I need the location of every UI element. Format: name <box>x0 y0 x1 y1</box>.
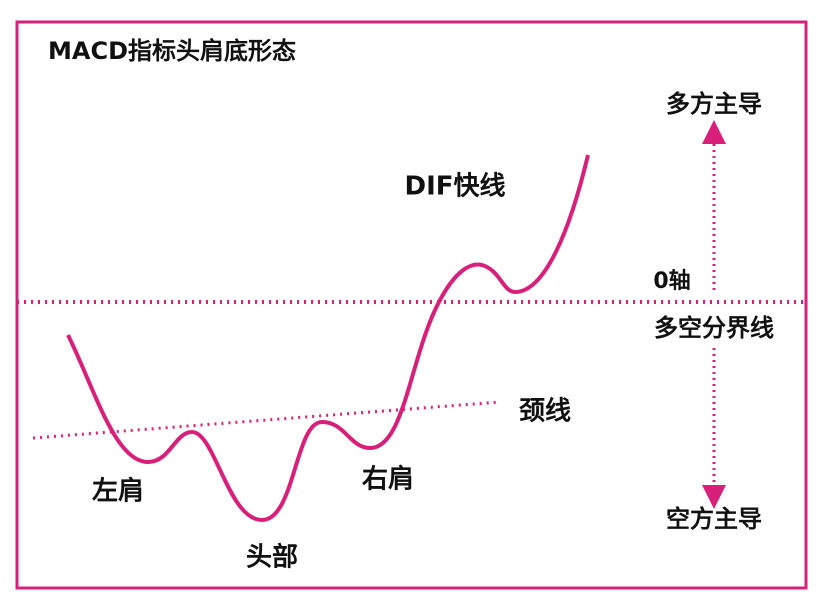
label: 头部 <box>246 543 298 573</box>
label: 0轴 <box>653 268 690 294</box>
frame <box>15 20 808 590</box>
label: 左肩 <box>92 476 144 507</box>
label: 多空分界线 <box>654 314 774 342</box>
label: 颈线 <box>519 397 571 427</box>
label: 多方主导 <box>666 90 762 118</box>
title: MACD指标头肩底形态 <box>48 37 296 65</box>
label: DIF快线 <box>404 172 505 202</box>
label: 空方主导 <box>666 505 762 533</box>
dif-curve <box>66 154 590 523</box>
label: 右肩 <box>362 464 414 495</box>
